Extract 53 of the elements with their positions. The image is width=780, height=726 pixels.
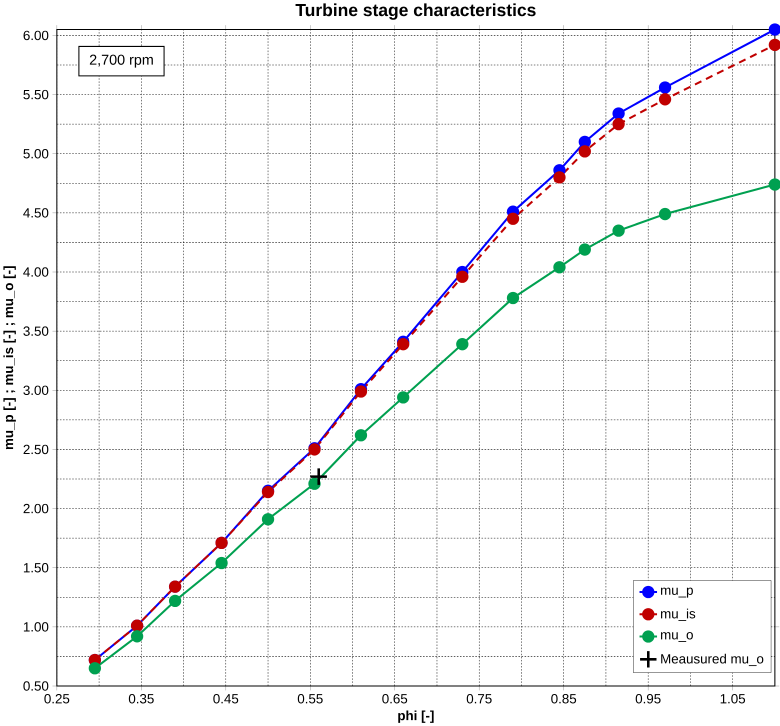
point — [130, 630, 144, 642]
point — [309, 466, 328, 486]
x-tick-label: 1.05 — [720, 694, 746, 704]
x-tick-label: 0.25 — [44, 694, 70, 704]
point — [553, 171, 566, 184]
y-tick-label: 1.50 — [24, 562, 48, 572]
y-tick-label: 1.00 — [24, 622, 48, 632]
y-tick-label: 3.50 — [23, 326, 48, 336]
point — [578, 243, 591, 256]
x-tick-label: 0.35 — [128, 694, 154, 704]
point — [262, 512, 274, 526]
y-tick-label: 4.00 — [23, 267, 48, 277]
point — [658, 208, 672, 220]
point — [658, 92, 672, 106]
legend-label: mu_p — [661, 587, 693, 598]
x-tick-label: 0.85 — [551, 694, 576, 704]
y-tick-label: 2.50 — [24, 444, 48, 454]
x-tick-label: 0.75 — [466, 694, 492, 704]
point — [612, 224, 625, 237]
x-tick-label: 0.65 — [382, 694, 408, 704]
x-axis-title: phi [-] — [398, 710, 434, 723]
point — [354, 428, 368, 442]
point — [658, 81, 672, 94]
point — [612, 107, 625, 120]
y-tick-label: 2.00 — [24, 504, 48, 514]
legend-label: Meausured mu_o — [661, 654, 764, 666]
y-tick-label: 5.00 — [23, 148, 48, 158]
point — [215, 556, 228, 569]
legend-label: mu_o — [661, 632, 693, 642]
point — [553, 260, 566, 274]
point — [397, 338, 410, 350]
y-axis-title: mu_p [-] ; mu_is [-] ; mu_o [-] — [3, 266, 16, 449]
point — [506, 292, 520, 304]
point — [88, 662, 102, 674]
y-tick-label: 3.00 — [23, 385, 48, 395]
chart-title: Turbine stage characteristics — [296, 3, 536, 20]
point — [397, 391, 410, 404]
y-tick-label: 0.50 — [23, 681, 48, 691]
point — [506, 212, 520, 225]
point — [354, 385, 368, 398]
y-tick-label: 4.50 — [23, 208, 48, 218]
point — [456, 338, 468, 350]
x-tick-label: 0.95 — [636, 694, 661, 704]
point — [578, 145, 591, 158]
x-tick-label: 0.45 — [213, 694, 238, 704]
point — [456, 270, 468, 283]
x-tick-label: 0.55 — [298, 694, 323, 704]
legend-label: mu_is — [661, 608, 696, 621]
point — [168, 594, 182, 607]
annotation: 2,700 rpm — [90, 54, 153, 68]
y-tick-label: 5.50 — [23, 90, 48, 100]
point — [612, 118, 625, 130]
y-tick-label: 6.00 — [24, 30, 48, 40]
